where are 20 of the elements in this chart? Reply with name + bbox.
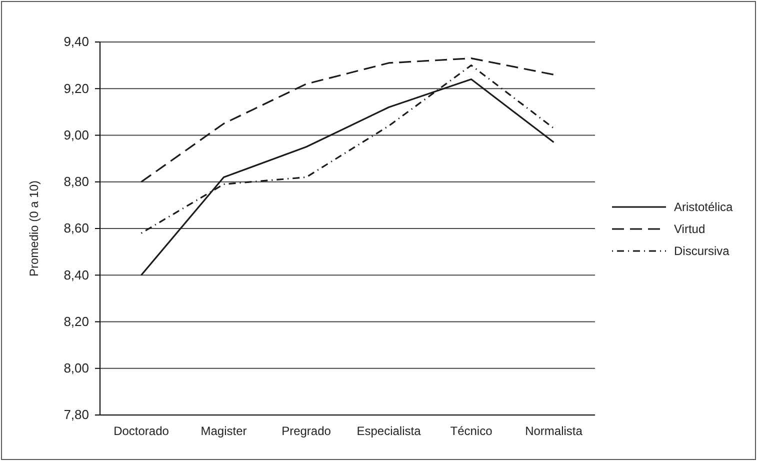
y-axis-title: Promedio (0 a 10): [27, 180, 41, 277]
x-tick-label: Magister: [200, 424, 247, 438]
y-tick-label: 8,00: [64, 360, 89, 376]
line-series: [140, 58, 555, 183]
x-tick-label: Especialista: [356, 424, 422, 438]
y-tick-label: 8,60: [64, 220, 89, 236]
y-tick-label: 8,80: [64, 174, 89, 190]
y-tick-label: 7,80: [64, 407, 89, 422]
y-tick-label: 9,40: [64, 34, 89, 50]
legend-label: Discursiva: [674, 244, 730, 258]
x-tick-label: Técnico: [450, 424, 493, 438]
legend-label: Aristotélica: [674, 200, 734, 214]
x-tick-label: Pregrado: [282, 424, 332, 438]
y-tick-label: 9,20: [64, 80, 89, 96]
y-tick-label: 8,40: [64, 267, 89, 282]
y-tick-label: 8,20: [64, 314, 89, 329]
y-tick-label: 9,00: [64, 127, 89, 142]
x-tick-label: Doctorado: [114, 424, 170, 438]
x-tick-label: Normalista: [525, 424, 583, 438]
legend-label: Virtud: [674, 222, 706, 236]
